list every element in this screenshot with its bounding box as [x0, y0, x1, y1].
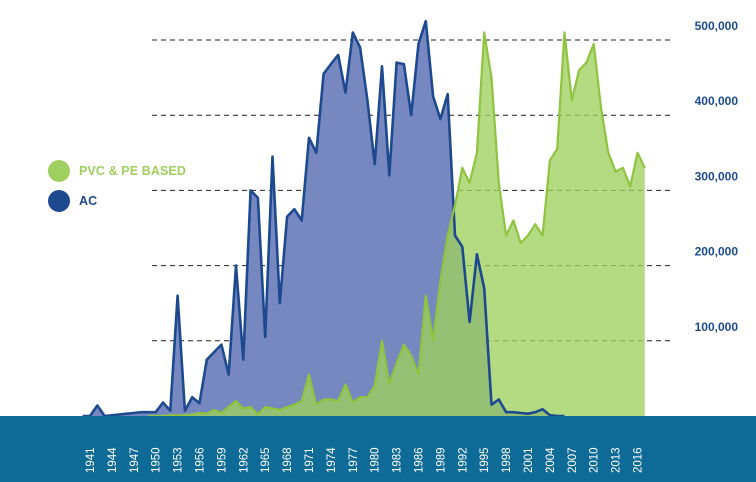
y-axis-ticks: 100,000 200,000 300,000 400,000 500,000 — [695, 19, 739, 334]
x-axis-ticks: 1941 1944 1947 1950 1953 1956 1959 1962 1965 1968… — [85, 447, 645, 473]
x-tick-1950: 1950 — [151, 447, 163, 473]
x-tick-1965: 1965 — [260, 447, 272, 473]
x-tick-1992: 1992 — [457, 447, 469, 473]
x-tick-1947: 1947 — [129, 447, 141, 473]
x-tick-1974: 1974 — [326, 447, 338, 473]
x-tick-1962: 1962 — [238, 447, 250, 473]
legend-label-ac: AC — [79, 194, 98, 208]
x-tick-2013: 2013 — [611, 447, 623, 473]
x-tick-1998: 1998 — [501, 447, 513, 473]
y-tick-300000: 300,000 — [695, 169, 739, 183]
x-tick-2004: 2004 — [545, 447, 557, 473]
pvc-pe-area — [148, 32, 645, 416]
x-tick-1953: 1953 — [173, 447, 185, 473]
x-tick-1971: 1971 — [304, 447, 316, 473]
series-areas — [82, 19, 646, 418]
x-tick-2010: 2010 — [589, 447, 601, 473]
x-tick-1941: 1941 — [85, 447, 97, 473]
x-tick-1956: 1956 — [195, 447, 207, 473]
pvc-pe-swatch — [48, 160, 70, 182]
x-tick-2016: 2016 — [633, 447, 645, 473]
legend-label-pvc-pe: PVC & PE BASED — [79, 164, 186, 178]
ac-line — [82, 19, 565, 418]
y-tick-200000: 200,000 — [695, 245, 739, 259]
x-axis-band — [0, 416, 756, 482]
x-tick-1980: 1980 — [370, 447, 382, 473]
x-tick-1944: 1944 — [107, 447, 119, 473]
x-tick-1986: 1986 — [414, 447, 426, 473]
x-tick-1977: 1977 — [348, 447, 360, 473]
y-tick-400000: 400,000 — [695, 94, 739, 108]
x-tick-1995: 1995 — [479, 447, 491, 473]
legend-item-ac: AC — [48, 186, 186, 216]
x-tick-1983: 1983 — [392, 447, 404, 473]
x-tick-1959: 1959 — [216, 447, 228, 473]
y-tick-500000: 500,000 — [695, 19, 739, 33]
x-tick-1989: 1989 — [435, 447, 447, 473]
x-tick-2001: 2001 — [523, 447, 535, 473]
legend-item-pvc-pe: PVC & PE BASED — [48, 156, 186, 186]
pvc-pe-line — [148, 31, 646, 418]
x-tick-2007: 2007 — [567, 447, 579, 473]
ac-swatch — [48, 190, 70, 212]
legend: PVC & PE BASED AC — [48, 156, 186, 216]
y-tick-100000: 100,000 — [695, 320, 739, 334]
x-tick-1968: 1968 — [282, 447, 294, 473]
